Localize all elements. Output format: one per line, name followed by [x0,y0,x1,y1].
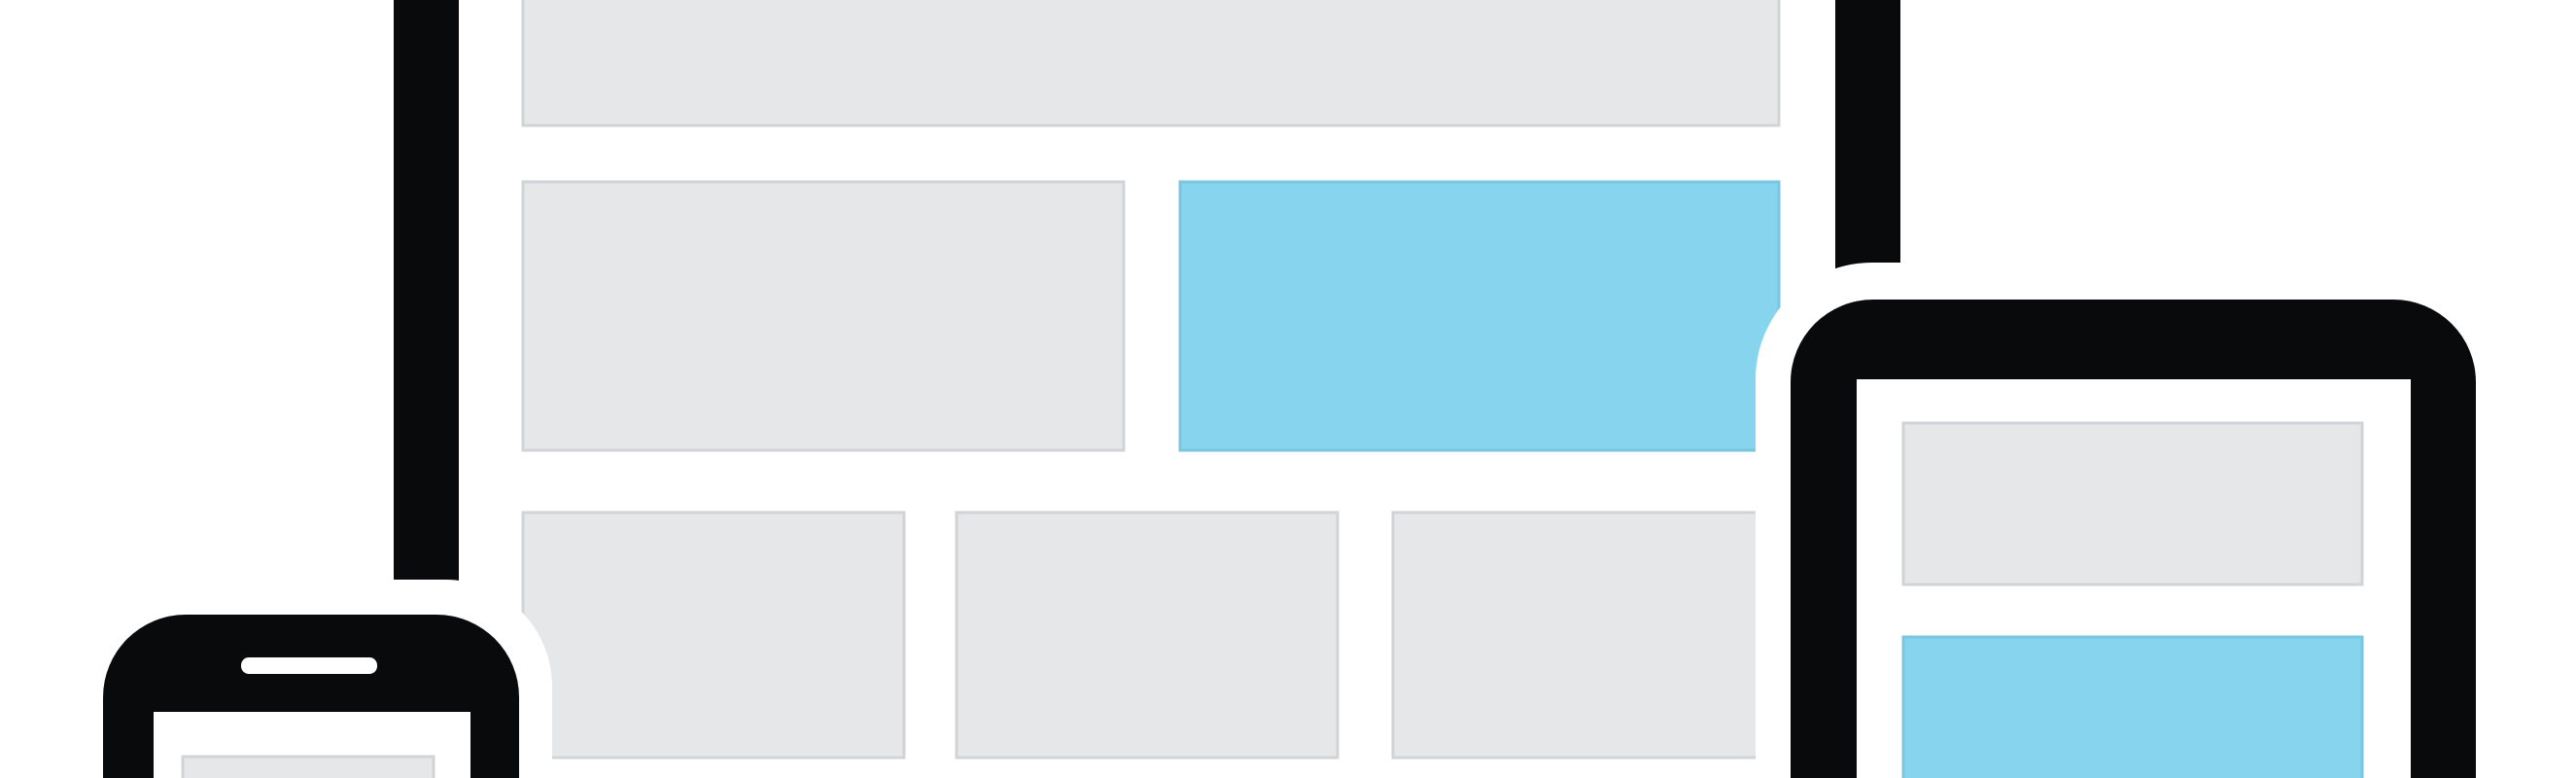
desktop-monitor [394,0,1900,778]
desktop-tile-1 [521,511,906,760]
tablet-block-highlight [1901,635,2364,778]
tablet-block-1 [1901,421,2364,586]
tablet [1756,263,2494,778]
desktop-tile-3 [1391,511,1781,760]
speaker-slot-icon [241,657,377,674]
desktop-header-block [521,0,1781,127]
desktop-content-block-highlight [1178,180,1781,452]
desktop-content-block-left [521,180,1126,452]
smartphone [76,580,552,778]
desktop-tile-2 [955,511,1340,760]
smartphone-block-1 [181,755,435,778]
